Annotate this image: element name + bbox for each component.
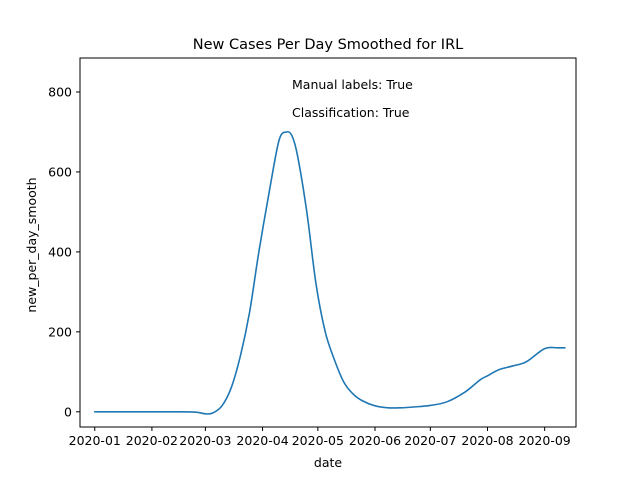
y-tick-label: 0	[64, 404, 72, 419]
x-tick-label: 2020-05	[292, 433, 344, 448]
x-tick-label: 2020-02	[126, 433, 178, 448]
x-tick-label: 2020-01	[69, 433, 121, 448]
plot-area: 0 200 400 600 800 2020-01 2020-02 2020-03 2020-0…	[48, 57, 577, 448]
series-line-0	[93, 130, 566, 415]
x-tick-label: 2020-08	[461, 433, 513, 448]
x-axis-label: date	[314, 455, 342, 470]
y-tick-label: 200	[48, 324, 72, 339]
x-tick-label: 2020-09	[519, 433, 571, 448]
x-tick-label: 2020-04	[236, 433, 288, 448]
y-tick-label: 400	[48, 244, 72, 259]
x-tick-label: 2020-06	[349, 433, 401, 448]
x-tick-label: 2020-03	[179, 433, 231, 448]
chart-title: New Cases Per Day Smoothed for IRL	[193, 37, 464, 53]
annotation-classification: Classification: True	[292, 105, 410, 120]
x-tick-label: 2020-07	[404, 433, 456, 448]
y-tick-label: 800	[48, 84, 72, 99]
axes-frame	[79, 57, 577, 428]
y-tick-label: 600	[48, 164, 72, 179]
annotation-manual-labels: Manual labels: True	[292, 77, 413, 92]
y-axis-label: new_per_day_smooth	[24, 177, 39, 312]
